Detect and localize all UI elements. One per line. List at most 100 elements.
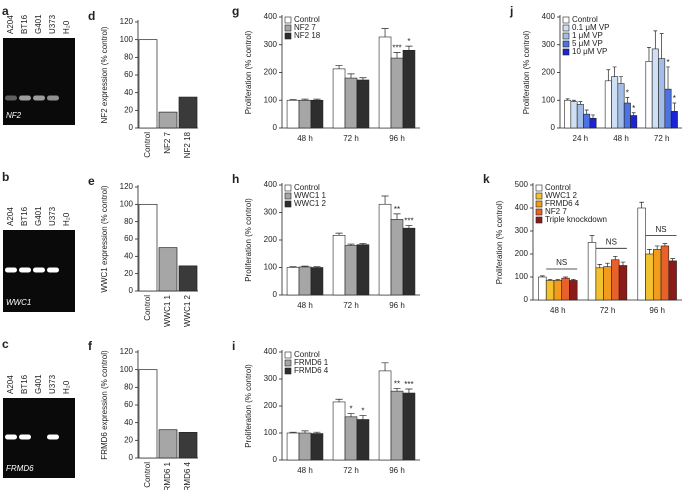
y-axis-label: Proliferation (% control) xyxy=(495,200,504,284)
error-bar xyxy=(605,262,610,267)
legend-swatch xyxy=(535,200,543,208)
x-tick-label: 72 h xyxy=(343,466,359,475)
x-tick-label: 48 h xyxy=(297,466,313,475)
bar xyxy=(651,48,659,129)
error-bar xyxy=(393,52,401,59)
error-bar xyxy=(301,430,309,433)
error-bar xyxy=(313,431,321,434)
significance: * xyxy=(673,94,676,103)
x-tick-label: WWC1 1 xyxy=(163,294,172,327)
error-bar xyxy=(301,265,309,267)
panel-letter: e xyxy=(88,174,95,188)
error-bar xyxy=(654,245,660,250)
significance: *** xyxy=(404,380,413,389)
y-tick-label: 300 xyxy=(264,208,278,217)
bar xyxy=(332,401,346,461)
y-tick-label: 400 xyxy=(264,347,278,356)
error-bar xyxy=(591,114,595,119)
bar xyxy=(570,101,578,129)
y-tick-label: 120 xyxy=(120,17,134,26)
y-tick-label: 200 xyxy=(264,401,278,410)
legend-swatch xyxy=(562,40,570,48)
legend-label: 10 μM VP xyxy=(572,47,607,56)
gel-band xyxy=(33,95,45,101)
y-tick-label: 400 xyxy=(515,203,529,212)
y-tick-label: 40 xyxy=(124,418,133,427)
y-tick-label: 100 xyxy=(120,199,134,208)
bar xyxy=(344,245,358,296)
y-tick-label: 0 xyxy=(273,455,278,464)
bar xyxy=(332,235,346,296)
y-tick-label: 100 xyxy=(542,95,556,104)
bar xyxy=(603,266,612,301)
bar xyxy=(178,265,198,292)
legend-swatch xyxy=(535,208,543,216)
lane-label: H₂0 xyxy=(62,20,71,34)
error-bar xyxy=(301,98,309,101)
x-tick-label: 72 h xyxy=(343,134,359,143)
lane-label: A204 xyxy=(6,15,15,34)
y-tick-label: 0 xyxy=(129,123,134,132)
bar xyxy=(538,276,547,301)
bar xyxy=(356,419,370,461)
x-tick-label: 96 h xyxy=(389,134,405,143)
y-tick-label: 0 xyxy=(524,295,529,304)
x-tick-label: Control xyxy=(143,462,152,488)
error-bar xyxy=(347,73,355,79)
error-bar xyxy=(381,362,389,371)
error-bar xyxy=(313,266,321,268)
error-bar xyxy=(631,112,636,116)
panel-letter: f xyxy=(88,339,93,353)
legend-label: 1 μM VP xyxy=(572,31,603,40)
bar xyxy=(356,244,370,296)
legend-label: Control xyxy=(294,183,320,192)
x-tick-label: 96 h xyxy=(389,466,405,475)
bar xyxy=(576,104,584,129)
error-bar xyxy=(647,249,652,254)
error-bar xyxy=(620,261,626,266)
error-bar xyxy=(359,415,367,420)
x-tick-label: 96 h xyxy=(649,306,665,315)
y-tick-label: 400 xyxy=(264,12,278,21)
legend-label: FRMD6 4 xyxy=(294,366,329,375)
lane-label: A204 xyxy=(6,207,15,226)
lane-label: BT16 xyxy=(20,374,29,394)
x-tick-label: 96 h xyxy=(389,301,405,310)
gel-band xyxy=(33,267,45,273)
bar xyxy=(378,203,392,296)
bar xyxy=(630,115,638,129)
bar xyxy=(286,267,300,296)
x-tick-label: WWC1 2 xyxy=(183,294,192,327)
y-tick-label: 300 xyxy=(515,226,529,235)
gene-label: FRMD6 xyxy=(6,464,34,473)
legend-swatch xyxy=(562,16,570,24)
bar xyxy=(286,99,300,129)
legend-swatch xyxy=(284,351,292,359)
error-bar xyxy=(313,98,321,101)
gene-label: WWC1 xyxy=(6,298,31,307)
bar xyxy=(310,433,324,461)
bar xyxy=(344,416,358,461)
gene-label: NF2 xyxy=(6,111,22,120)
bar xyxy=(402,49,416,129)
y-axis-label: NF2 expression (% control) xyxy=(100,26,109,123)
error-bar xyxy=(393,213,401,220)
error-bar xyxy=(335,232,343,236)
ns-label: NS xyxy=(655,225,666,234)
legend-label: FRMD6 1 xyxy=(294,358,329,367)
ns-label: NS xyxy=(556,258,567,267)
legend-label: 0.1 μM VP xyxy=(572,23,610,32)
x-tick-label: 72 h xyxy=(600,306,616,315)
lane-label: A204 xyxy=(6,375,15,394)
gel-band xyxy=(19,434,31,440)
bar xyxy=(286,432,300,461)
bar xyxy=(658,58,666,129)
error-bar xyxy=(289,99,297,101)
error-bar xyxy=(565,98,570,101)
x-tick-label: 72 h xyxy=(654,134,670,143)
y-tick-label: 0 xyxy=(551,123,556,132)
legend-swatch xyxy=(562,48,570,56)
y-tick-label: 100 xyxy=(120,35,134,44)
y-axis-label: FRMD6 expression (% control) xyxy=(100,350,109,460)
